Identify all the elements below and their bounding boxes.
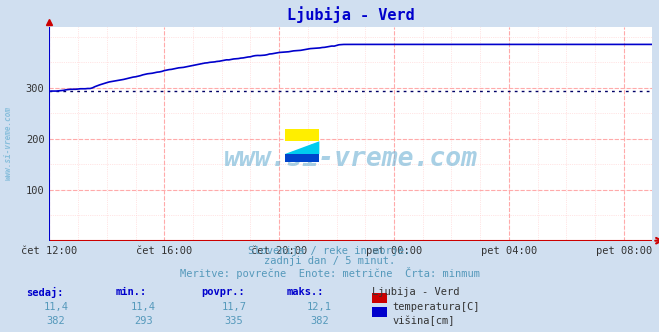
Text: maks.:: maks.: bbox=[287, 287, 324, 297]
Text: Slovenija / reke in morje.: Slovenija / reke in morje. bbox=[248, 246, 411, 256]
Text: sedaj:: sedaj: bbox=[26, 287, 64, 298]
Text: Ljubija - Verd: Ljubija - Verd bbox=[372, 287, 460, 297]
Text: Meritve: povrečne  Enote: metrične  Črta: minmum: Meritve: povrečne Enote: metrične Črta: … bbox=[179, 267, 480, 279]
Text: 382: 382 bbox=[310, 316, 329, 326]
Text: www.si-vreme.com: www.si-vreme.com bbox=[3, 106, 13, 180]
Title: Ljubija - Verd: Ljubija - Verd bbox=[287, 6, 415, 23]
Bar bbox=[285, 154, 320, 162]
Text: 335: 335 bbox=[225, 316, 243, 326]
Text: 293: 293 bbox=[134, 316, 153, 326]
Text: 11,7: 11,7 bbox=[221, 302, 246, 312]
Text: 12,1: 12,1 bbox=[307, 302, 332, 312]
Text: 11,4: 11,4 bbox=[43, 302, 69, 312]
Text: min.:: min.: bbox=[115, 287, 146, 297]
Text: povpr.:: povpr.: bbox=[201, 287, 244, 297]
Text: višina[cm]: višina[cm] bbox=[392, 316, 455, 326]
Text: zadnji dan / 5 minut.: zadnji dan / 5 minut. bbox=[264, 256, 395, 266]
Polygon shape bbox=[285, 141, 320, 154]
Text: temperatura[C]: temperatura[C] bbox=[392, 302, 480, 312]
Text: 11,4: 11,4 bbox=[131, 302, 156, 312]
Text: 382: 382 bbox=[47, 316, 65, 326]
Text: www.si-vreme.com: www.si-vreme.com bbox=[224, 146, 478, 172]
Bar bbox=[285, 128, 320, 141]
